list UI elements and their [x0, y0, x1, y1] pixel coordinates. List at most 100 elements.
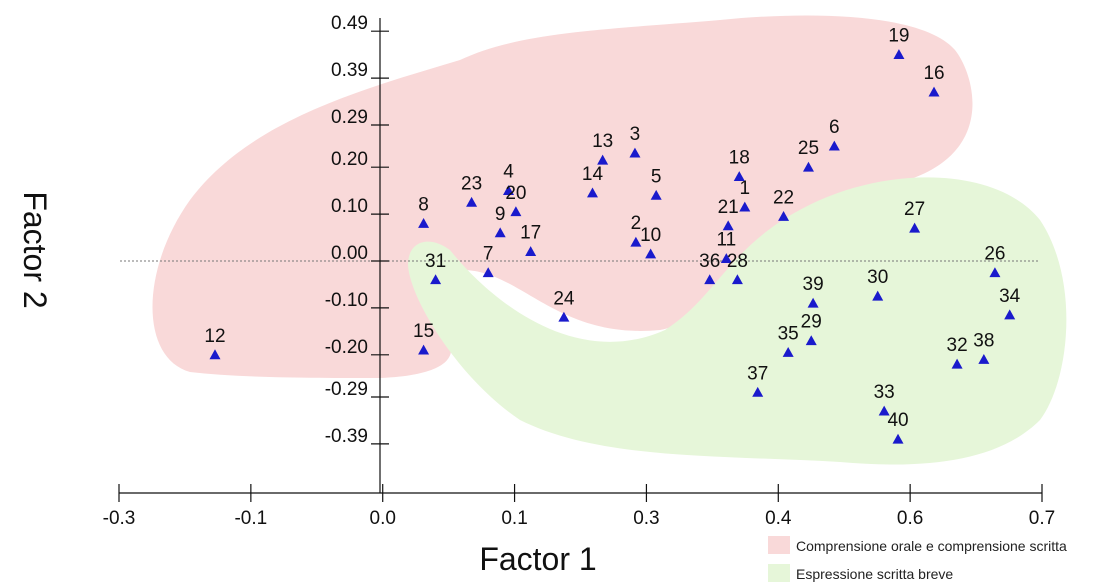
point-label-15: 15 — [413, 321, 434, 342]
point-label-6: 6 — [829, 117, 840, 138]
x-tick-label: 0.6 — [897, 508, 923, 529]
region-comprensione — [152, 15, 973, 378]
point-marker-26 — [989, 267, 1001, 278]
point-marker-20 — [510, 206, 522, 217]
point-label-5: 5 — [651, 166, 662, 187]
point-label-14: 14 — [582, 164, 604, 185]
legend-label-espressione: Espressione scritta breve — [796, 566, 953, 582]
point-marker-22 — [778, 210, 790, 221]
y-tick-label: 0.29 — [331, 107, 368, 128]
point-label-28: 28 — [727, 251, 748, 272]
point-marker-23 — [466, 196, 478, 207]
point-marker-17 — [525, 246, 537, 257]
point-marker-40 — [892, 433, 904, 444]
point-marker-39 — [807, 297, 819, 308]
point-label-24: 24 — [553, 288, 575, 309]
point-marker-5 — [650, 189, 662, 200]
point-label-32: 32 — [947, 335, 968, 356]
point-marker-25 — [802, 161, 814, 172]
point-marker-4 — [503, 185, 515, 196]
point-marker-7 — [482, 267, 494, 278]
point-marker-18 — [733, 171, 745, 181]
point-label-21: 21 — [718, 197, 739, 218]
point-marker-8 — [418, 217, 430, 228]
point-label-7: 7 — [483, 244, 494, 265]
point-marker-2 — [630, 236, 642, 247]
point-label-27: 27 — [904, 199, 925, 220]
point-marker-38 — [978, 353, 990, 364]
point-label-9: 9 — [495, 204, 506, 225]
y-tick-label: 0.49 — [331, 13, 368, 34]
point-label-11: 11 — [716, 230, 736, 251]
point-label-34: 34 — [999, 286, 1021, 307]
point-marker-11 — [720, 253, 732, 264]
point-marker-28 — [731, 274, 743, 285]
point-marker-1 — [739, 201, 751, 212]
point-label-10: 10 — [640, 225, 661, 246]
point-marker-13 — [597, 154, 609, 165]
point-marker-37 — [752, 386, 764, 397]
point-label-1: 1 — [740, 178, 751, 199]
y-tick-label: -0.39 — [325, 426, 368, 447]
point-marker-33 — [878, 405, 890, 416]
point-label-37: 37 — [747, 363, 768, 384]
point-marker-36 — [704, 274, 716, 285]
point-label-2: 2 — [631, 213, 642, 234]
x-tick-label: 0.4 — [765, 508, 792, 529]
point-marker-31 — [430, 274, 442, 285]
point-marker-24 — [558, 311, 570, 322]
y-tick-label: -0.10 — [325, 290, 368, 311]
y-tick-label: 0.10 — [331, 196, 368, 217]
point-label-3: 3 — [630, 124, 641, 145]
point-label-26: 26 — [984, 244, 1005, 265]
legend-swatch-espressione — [768, 564, 790, 582]
x-tick-label: -0.3 — [103, 508, 136, 529]
point-marker-30 — [872, 290, 884, 301]
y-tick-label: 0.00 — [331, 243, 368, 264]
point-marker-6 — [828, 140, 840, 151]
point-label-18: 18 — [729, 148, 750, 169]
point-marker-14 — [586, 187, 598, 198]
point-label-19: 19 — [888, 26, 909, 47]
y-tick-label: -0.29 — [325, 379, 368, 400]
point-label-31: 31 — [425, 251, 446, 272]
y-tick-label: 0.39 — [331, 60, 368, 81]
point-label-38: 38 — [973, 330, 994, 351]
point-marker-16 — [928, 86, 940, 97]
point-marker-12 — [209, 349, 221, 360]
legend-label-comprensione: Comprensione orale e comprensione scritt… — [796, 538, 1067, 554]
y-tick-label: 0.20 — [331, 149, 368, 170]
point-label-8: 8 — [418, 194, 429, 215]
point-label-13: 13 — [592, 131, 613, 152]
point-marker-9 — [494, 227, 506, 238]
point-marker-10 — [645, 248, 657, 259]
y-axis-ticks: 0.49 0.39 0.29 0.20 0.10 0.00 -0.10 -0.20 -0.29 -… — [325, 13, 389, 447]
point-marker-15 — [418, 344, 430, 355]
point-label-33: 33 — [874, 382, 895, 403]
legend: Comprensione orale e comprensione scritt… — [768, 536, 1067, 582]
point-label-30: 30 — [867, 267, 888, 288]
point-label-25: 25 — [798, 138, 819, 159]
point-label-23: 23 — [461, 173, 482, 194]
point-marker-32 — [951, 358, 963, 369]
legend-swatch-comprensione — [768, 536, 790, 554]
point-label-4: 4 — [503, 162, 514, 183]
point-marker-34 — [1004, 309, 1016, 320]
point-label-12: 12 — [204, 326, 225, 347]
point-marker-3 — [629, 147, 641, 158]
x-axis-ticks: -0.3 -0.1 0.0 0.1 0.3 0.4 0.6 0.7 — [103, 484, 1055, 529]
y-axis-title: Factor 2 — [17, 191, 53, 308]
point-marker-29 — [805, 335, 817, 346]
x-axis-title: Factor 1 — [479, 541, 596, 577]
point-label-39: 39 — [803, 274, 824, 295]
point-label-17: 17 — [520, 223, 541, 244]
point-label-22: 22 — [773, 187, 794, 208]
point-label-20: 20 — [505, 183, 526, 204]
point-label-36: 36 — [699, 251, 720, 272]
point-label-29: 29 — [801, 312, 822, 333]
point-marker-27 — [909, 222, 921, 233]
x-tick-label: 0.7 — [1029, 508, 1055, 529]
x-tick-label: 0.3 — [633, 508, 659, 529]
